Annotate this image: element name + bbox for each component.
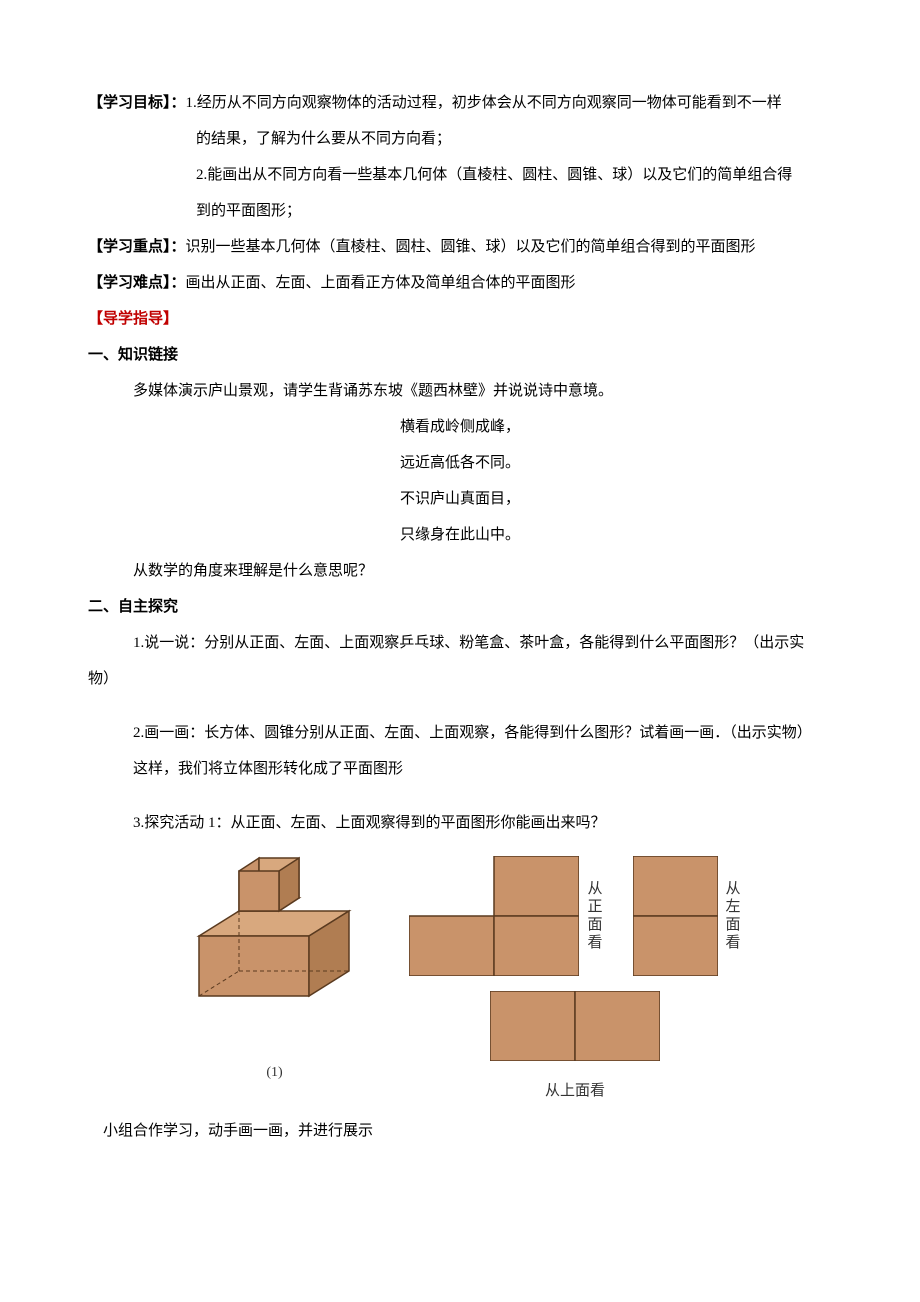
section2-title: 二、自主探究 [88,589,832,625]
poem-line-4: 只缘身在此山中。 [88,517,832,553]
poem-line-1: 横看成岭侧成峰， [88,409,832,445]
learning-goal-block: 【学习目标】：1.经历从不同方向观察物体的活动过程，初步体会从不同方向观察同一物… [88,85,832,121]
top-view-label: 从上面看 [490,1079,660,1103]
top-view-icon [490,991,660,1061]
keypoint-text: 识别一些基本几何体（直棱柱、圆柱、圆锥、球）以及它们的简单组合得到的平面图形 [186,239,756,255]
figure-row: (1) 从正面看 从左面看 [88,856,832,1103]
poem-line-2: 远近高低各不同。 [88,445,832,481]
section2-item2: 2.画一画：长方体、圆锥分别从正面、左面、上面观察，各能得到什么图形？试着画一画… [88,715,832,751]
figure-3d-col: (1) [179,856,369,1090]
figure-views-col: 从正面看 从左面看 从上面看 [409,856,740,1103]
goal-item2-line2: 到的平面图形； [88,193,832,229]
left-view-wrap: 从左面看 [633,856,741,976]
front-view-wrap: 从正面看 [409,856,602,976]
top-view-wrap: 从上面看 [490,991,660,1103]
left-view-icon [633,856,718,976]
difficulty-text: 画出从正面、左面、上面看正方体及简单组合体的平面图形 [186,275,576,291]
guide-block: 【导学指导】 [88,301,832,337]
front-view-label: 从正面看 [587,880,602,952]
closing-text: 小组合作学习，动手画一画，并进行展示 [88,1113,832,1149]
section2-item2-tail: 这样，我们将立体图形转化成了平面图形 [88,751,832,787]
poem-line-3: 不识庐山真面目， [88,481,832,517]
section2-item3: 3.探究活动 1：从正面、左面、上面观察得到的平面图形你能画出来吗？ [88,805,832,841]
goal-item2-line1: 2.能画出从不同方向看一些基本几何体（直棱柱、圆柱、圆锥、球）以及它们的简单组合… [88,157,832,193]
keypoint-block: 【学习重点】：识别一些基本几何体（直棱柱、圆柱、圆锥、球）以及它们的简单组合得到… [88,229,832,265]
section1-intro: 多媒体演示庐山景观，请学生背诵苏东坡《题西林壁》并说说诗中意境。 [88,373,832,409]
difficulty-block: 【学习难点】：画出从正面、左面、上面看正方体及简单组合体的平面图形 [88,265,832,301]
goal-item1-line1: 1.经历从不同方向观察物体的活动过程，初步体会从不同方向观察同一物体可能看到不一… [186,95,782,111]
goal-label: 【学习目标】： [88,95,186,111]
solid-3d-icon [179,856,369,1016]
section1-title: 一、知识链接 [88,337,832,373]
section2-item1-tail: 物） [88,661,832,697]
left-view-label: 从左面看 [726,880,741,952]
front-view-icon [409,856,579,976]
keypoint-label: 【学习重点】： [88,239,186,255]
guide-label: 【导学指导】 [88,311,178,327]
figure-number: (1) [266,1056,282,1090]
difficulty-label: 【学习难点】： [88,275,186,291]
section2-item1: 1.说一说：分别从正面、左面、上面观察乒乓球、粉笔盒、茶叶盒，各能得到什么平面图… [88,625,832,661]
goal-item1-line2: 的结果，了解为什么要从不同方向看； [88,121,832,157]
section1-question: 从数学的角度来理解是什么意思呢？ [88,553,832,589]
